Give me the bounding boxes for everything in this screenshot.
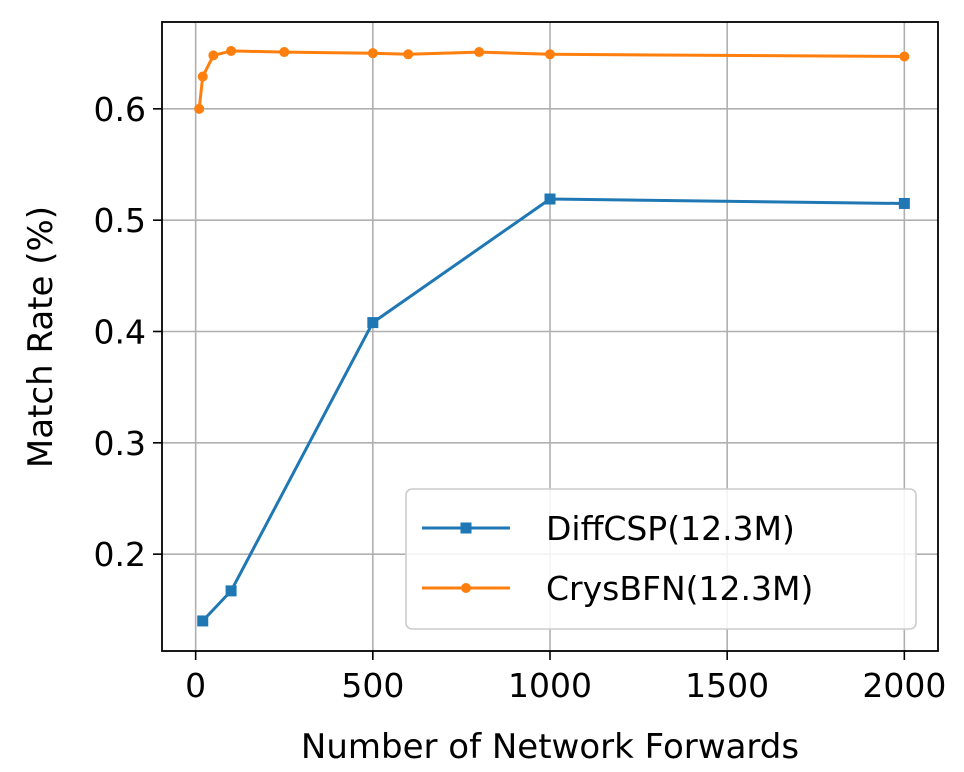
x-tick-label: 0 [185,666,206,705]
data-point [226,45,237,56]
data-point [403,49,414,60]
x-tick-label: 1500 [685,666,769,705]
series-layer [194,45,910,627]
series-2 [194,45,910,114]
series-1 [197,193,910,627]
legend-entry-label: DiffCSP(12.3M) [546,509,795,548]
data-point [544,193,556,205]
data-point [367,317,379,329]
x-tick-label: 2000 [862,666,946,705]
axis-ticks: 0 500 1000 1500 2000 0.2 0.3 0.4 0.5 0.6 [94,90,947,705]
x-tick-label: 1000 [508,666,592,705]
data-point [194,103,205,114]
legend-marker [461,583,471,593]
y-tick-label: 0.5 [94,201,146,240]
y-tick-label: 0.4 [94,312,146,351]
legend-entry-label: CrysBFN(12.3M) [546,569,813,608]
data-point [899,51,910,62]
data-point [545,49,555,60]
x-tick-label: 500 [341,666,404,705]
legend: DiffCSP(12.3M) CrysBFN(12.3M) [405,488,917,630]
legend-marker [460,522,472,534]
x-axis-label: Number of Network Forwards [301,727,799,767]
series-line [197,49,905,109]
y-tick-label: 0.6 [94,90,146,129]
data-point [279,47,290,58]
data-point [474,47,485,58]
legend-box [405,488,917,630]
data-point [225,585,237,597]
y-tick-label: 0.2 [94,535,146,574]
data-point [367,48,378,59]
y-axis-label: Match Rate (%) [21,206,61,468]
data-point [208,50,219,61]
data-point [898,197,910,209]
data-point [197,71,208,82]
data-point [197,615,209,627]
y-tick-label: 0.3 [94,424,146,463]
